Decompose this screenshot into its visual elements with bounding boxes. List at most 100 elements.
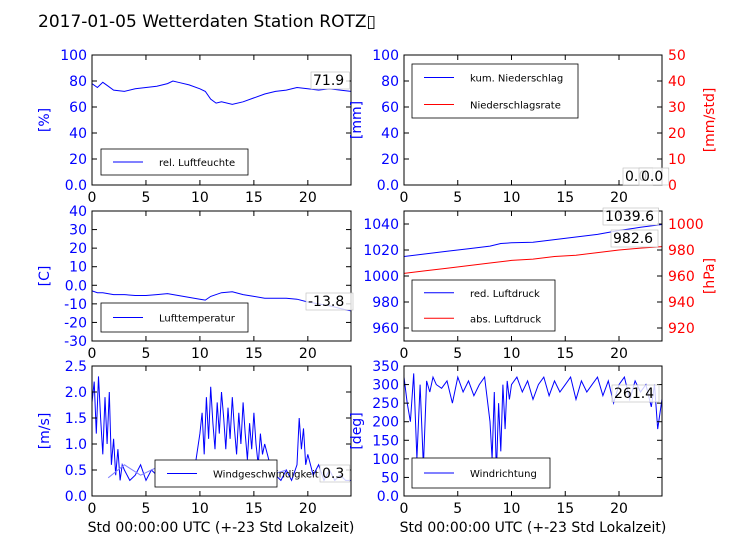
x-tick-label: 10 [191, 346, 209, 362]
figure-title: 2017-01-05 Wetterdaten Station ROTZ▯ [38, 12, 376, 32]
legend-precipitation: kum. Niederschlag Niederschlagsrate [411, 63, 579, 119]
y-tick-label: 300 [372, 378, 399, 394]
panel-pressure: 0 5 10 15 20 960 980 1000 1020 1040 920 940 960 980 10… [363, 207, 718, 362]
y2-tick-label: 20 [668, 126, 686, 142]
y-tick-label: 20 [69, 152, 87, 168]
x-tick-label: 20 [299, 346, 317, 362]
value-label-box [305, 292, 354, 311]
y-tick-label: 0.5 [65, 463, 87, 479]
last-value-label: 1039.6 [605, 209, 654, 225]
legend-entry: Niederschlagsrate [470, 101, 561, 112]
legend-entry: Lufttemperatur [159, 314, 236, 325]
value-label-box [638, 167, 670, 186]
y2-tick-label: 40 [668, 74, 686, 90]
y2-tick-label: 1000 [668, 217, 704, 233]
legend-entry: rel. Luftfeuchte [159, 158, 235, 169]
y-tick-label: 100 [372, 48, 399, 64]
y-tick-label: 980 [372, 295, 399, 311]
x-tick-label: 15 [556, 190, 574, 206]
legend-entry: Windgeschwindigkeit [213, 470, 319, 481]
y2-tick-label: 10 [668, 152, 686, 168]
x-tick-label: 10 [191, 501, 209, 517]
x-tick-label: 15 [245, 190, 263, 206]
legend-box [411, 63, 579, 119]
y-tick-label: -10 [64, 297, 87, 313]
legend-box [411, 279, 556, 332]
y-tick-label: 20 [69, 241, 87, 257]
x-tick-label: 15 [556, 501, 574, 517]
last-value-label: 0.0 [641, 169, 663, 185]
last-value-label: 982.6 [613, 231, 653, 247]
x-tick-label: 0 [400, 346, 409, 362]
y-tick-label: 1000 [363, 269, 399, 285]
x-tick-label: 5 [453, 190, 462, 206]
x-tick-label: 0 [88, 501, 97, 517]
y2-axis-label: [hPa] [702, 258, 718, 294]
y2-tick-label: 920 [668, 321, 695, 337]
x-tick-label: 5 [453, 501, 462, 517]
y-tick-label: 40 [381, 126, 399, 142]
y-tick-label: 350 [372, 359, 399, 375]
y-tick-label: 2.0 [65, 385, 87, 401]
y-tick-label: 80 [69, 74, 87, 90]
y-tick-label: 1.5 [65, 411, 87, 427]
x-tick-label: 20 [610, 346, 628, 362]
x-axis-label-right: Std 00:00:00 UTC (+-23 Std Lokalzeit) [400, 520, 667, 536]
y2-axis-label: [mm/std] [702, 88, 718, 153]
value-label-box [310, 71, 350, 90]
y-tick-label: 1020 [363, 243, 399, 259]
x-tick-label: 0 [88, 190, 97, 206]
x-tick-label: 5 [453, 346, 462, 362]
y-tick-label: 200 [372, 415, 399, 431]
y-tick-label: 0.0 [377, 178, 399, 194]
y-tick-label: -30 [64, 334, 87, 350]
value-label-box [611, 384, 660, 403]
x-tick-label: 10 [503, 346, 521, 362]
x-tick-label: 15 [245, 346, 263, 362]
panel-precipitation: 0 5 10 15 20 0.0 20 40 60 80 100 0 10 20 30 40 50 [mm] [mm… [349, 48, 718, 206]
y-tick-label: 100 [372, 452, 399, 468]
legend-entry: Windrichtung [470, 469, 537, 480]
plot-frame-temperature [91, 210, 352, 342]
y-tick-label: 150 [372, 433, 399, 449]
panel-wind-direction: 0 5 10 15 20 0.0 50 100 150 200 250 300 350 [deg] Wind… [349, 359, 663, 517]
panel-humidity: 0 5 10 15 20 0.0 20 40 60 80 100 [%] rel. Luftfeucht… [37, 48, 352, 206]
value-label-box [602, 207, 659, 226]
legend-entry: kum. Niederschlag [470, 74, 563, 85]
x-tick-label: 0 [400, 501, 409, 517]
plot-frame-wind-speed [91, 365, 352, 497]
y-tick-label: 10 [69, 260, 87, 276]
x-tick-label: 5 [141, 346, 150, 362]
y-tick-label: 250 [372, 396, 399, 412]
y2-tick-label: 30 [668, 100, 686, 116]
value-label-box [319, 464, 351, 483]
series-line-temperature-0 [92, 290, 351, 312]
y-tick-label: 30 [69, 223, 87, 239]
x-tick-label: 5 [141, 501, 150, 517]
y2-tick-label: 980 [668, 243, 695, 259]
y2-tick-label: 0 [668, 178, 677, 194]
y-tick-label: 2.5 [65, 359, 87, 375]
legend-wind-direction: Windrichtung [411, 457, 551, 489]
panel-temperature: 0 5 10 15 20 -30 -20 -10 0.0 10 20 30 40 [C] Lufttempe… [37, 204, 354, 362]
y-tick-label: 960 [372, 321, 399, 337]
x-tick-label: 15 [245, 501, 263, 517]
legend-entry: abs. Luftdruck [470, 314, 541, 325]
y-tick-label: 20 [381, 152, 399, 168]
legend-wind-speed: Windgeschwindigkeit [154, 459, 319, 488]
y2-tick-label: 940 [668, 295, 695, 311]
plot-frame-precipitation [403, 54, 663, 186]
y-tick-label: 40 [69, 126, 87, 142]
y-tick-label: 0.0 [65, 278, 87, 294]
x-tick-label: 20 [299, 501, 317, 517]
value-label-box [610, 229, 659, 248]
panel-wind-speed: 0 5 10 15 20 0.0 0.5 1.0 1.5 2.0 2.5 [m/s] Windgesch… [37, 359, 352, 517]
y-tick-label: 60 [381, 100, 399, 116]
legend-temperature: Lufttemperatur [100, 302, 249, 333]
x-tick-label: 10 [191, 190, 209, 206]
y-tick-label: 0.0 [377, 489, 399, 505]
y-tick-label: 40 [69, 204, 87, 220]
x-tick-label: 15 [556, 346, 574, 362]
y-axis-label: [C] [37, 266, 53, 287]
